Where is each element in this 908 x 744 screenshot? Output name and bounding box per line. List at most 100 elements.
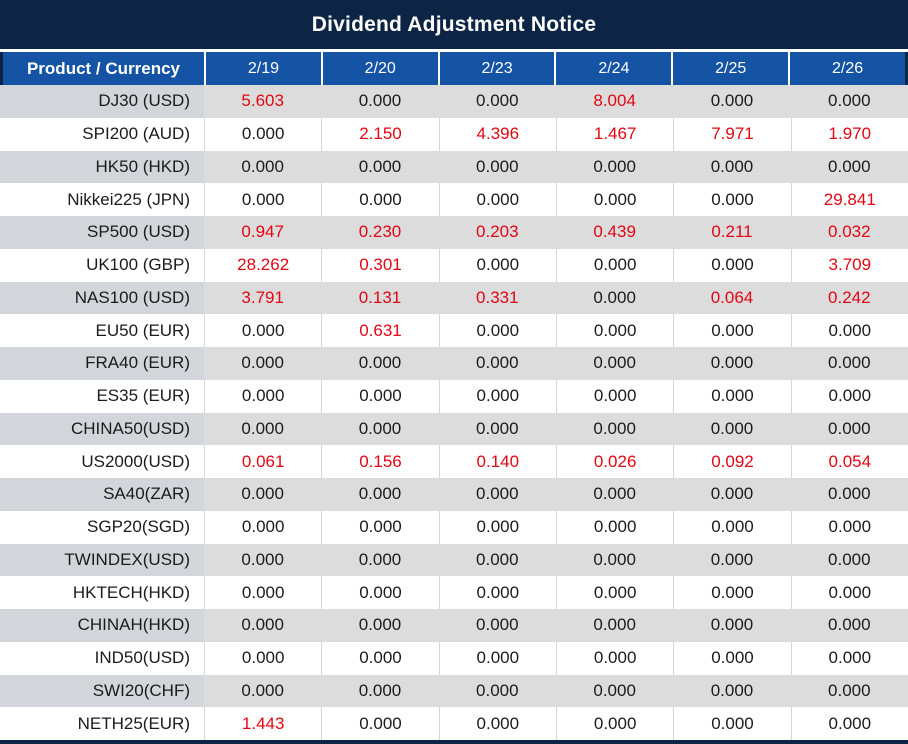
value-cell: 0.000 — [673, 248, 791, 282]
value-cell: 0.000 — [438, 609, 556, 642]
value-cell: 0.000 — [204, 609, 322, 642]
value-cell: 0.000 — [438, 347, 556, 380]
value-cell: 7.971 — [673, 117, 791, 151]
value-cell: 0.000 — [555, 248, 674, 282]
value-cell: 0.000 — [555, 183, 674, 216]
value-cell: 0.000 — [321, 707, 439, 740]
value-cell: 0.211 — [673, 216, 791, 249]
value-cell: 0.000 — [673, 85, 791, 118]
value-cell: 0.000 — [555, 510, 674, 544]
title-bar: Dividend Adjustment Notice — [0, 0, 908, 49]
value-cell: 0.000 — [204, 543, 322, 577]
value-cell: 0.131 — [321, 281, 439, 315]
value-cell: 0.000 — [555, 707, 674, 740]
value-cell: 1.970 — [790, 117, 908, 151]
table-row: IND50(USD) 0.000 0.000 0.000 0.000 0.000… — [0, 641, 908, 675]
product-cell: NETH25(EUR) — [0, 707, 204, 740]
value-cell: 0.301 — [321, 248, 439, 282]
table-row: HKTECH(HKD) 0.000 0.000 0.000 0.000 0.00… — [0, 576, 908, 609]
value-cell: 1.467 — [555, 117, 674, 151]
value-cell: 0.000 — [438, 707, 556, 740]
value-cell: 0.000 — [321, 85, 439, 118]
value-cell: 0.000 — [438, 248, 556, 282]
product-cell: SP500 (USD) — [0, 216, 204, 249]
value-cell: 0.000 — [204, 347, 322, 380]
value-cell: 0.000 — [790, 609, 908, 642]
value-cell: 0.061 — [204, 445, 322, 478]
product-cell: HKTECH(HKD) — [0, 576, 204, 609]
value-cell: 0.000 — [555, 543, 674, 577]
product-cell: HK50 (HKD) — [0, 150, 204, 184]
value-cell: 0.000 — [438, 85, 556, 118]
product-cell: SWI20(CHF) — [0, 674, 204, 708]
column-header-date-5: 2/25 — [671, 52, 788, 85]
value-cell: 1.443 — [204, 707, 322, 740]
value-cell: 3.709 — [790, 248, 908, 282]
table-row: EU50 (EUR) 0.000 0.631 0.000 0.000 0.000… — [0, 314, 908, 347]
value-cell: 0.000 — [555, 379, 674, 413]
value-cell: 0.000 — [321, 412, 439, 446]
value-cell: 0.230 — [321, 216, 439, 249]
product-cell: SPI200 (AUD) — [0, 117, 204, 151]
value-cell: 28.262 — [204, 248, 322, 282]
column-header-date-1: 2/19 — [204, 52, 321, 85]
value-cell: 0.000 — [790, 674, 908, 708]
value-cell: 0.092 — [673, 445, 791, 478]
value-cell: 0.000 — [790, 412, 908, 446]
value-cell: 0.000 — [673, 150, 791, 184]
value-cell: 0.331 — [438, 281, 556, 315]
value-cell: 0.947 — [204, 216, 322, 249]
value-cell: 0.000 — [790, 576, 908, 609]
product-cell: US2000(USD) — [0, 445, 204, 478]
value-cell: 0.000 — [790, 543, 908, 577]
value-cell: 0.000 — [438, 412, 556, 446]
value-cell: 0.242 — [790, 281, 908, 315]
value-cell: 0.000 — [438, 576, 556, 609]
value-cell: 0.000 — [673, 314, 791, 347]
value-cell: 0.000 — [204, 412, 322, 446]
value-cell: 0.000 — [673, 183, 791, 216]
value-cell: 0.064 — [673, 281, 791, 315]
value-cell: 0.000 — [438, 543, 556, 577]
value-cell: 0.000 — [790, 478, 908, 511]
value-cell: 0.000 — [790, 347, 908, 380]
value-cell: 0.000 — [673, 347, 791, 380]
product-cell: TWINDEX(USD) — [0, 543, 204, 577]
column-header-date-6: 2/26 — [788, 52, 905, 85]
value-cell: 0.000 — [790, 314, 908, 347]
value-cell: 0.000 — [673, 412, 791, 446]
value-cell: 0.000 — [555, 314, 674, 347]
value-cell: 0.000 — [204, 314, 322, 347]
value-cell: 0.000 — [204, 641, 322, 675]
value-cell: 0.000 — [673, 510, 791, 544]
value-cell: 0.000 — [321, 674, 439, 708]
value-cell: 0.000 — [790, 150, 908, 184]
value-cell: 0.000 — [555, 281, 674, 315]
product-cell: UK100 (GBP) — [0, 248, 204, 282]
value-cell: 0.000 — [555, 478, 674, 511]
value-cell: 0.000 — [790, 510, 908, 544]
table-row: FRA40 (EUR) 0.000 0.000 0.000 0.000 0.00… — [0, 347, 908, 380]
value-cell: 0.000 — [673, 379, 791, 413]
table-row: CHINAH(HKD) 0.000 0.000 0.000 0.000 0.00… — [0, 609, 908, 642]
column-header-date-2: 2/20 — [320, 52, 438, 85]
value-cell: 0.000 — [321, 543, 439, 577]
value-cell: 0.156 — [321, 445, 439, 478]
table-row: TWINDEX(USD) 0.000 0.000 0.000 0.000 0.0… — [0, 543, 908, 577]
value-cell: 0.000 — [673, 707, 791, 740]
value-cell: 0.000 — [321, 478, 439, 511]
value-cell: 0.203 — [438, 216, 556, 249]
value-cell: 0.000 — [204, 150, 322, 184]
value-cell: 0.000 — [204, 183, 322, 216]
value-cell: 0.000 — [673, 576, 791, 609]
value-cell: 0.000 — [321, 379, 439, 413]
value-cell: 0.000 — [555, 674, 674, 708]
value-cell: 2.150 — [321, 117, 439, 151]
value-cell: 0.000 — [321, 609, 439, 642]
value-cell: 0.000 — [790, 641, 908, 675]
value-cell: 4.396 — [438, 117, 556, 151]
value-cell: 0.000 — [555, 609, 674, 642]
table-row: ES35 (EUR) 0.000 0.000 0.000 0.000 0.000… — [0, 379, 908, 413]
value-cell: 0.000 — [790, 85, 908, 118]
product-cell: DJ30 (USD) — [0, 85, 204, 118]
